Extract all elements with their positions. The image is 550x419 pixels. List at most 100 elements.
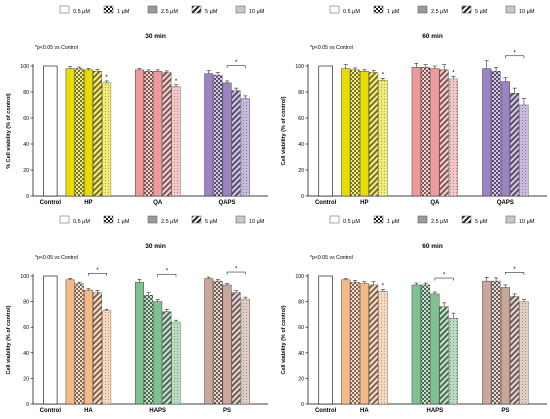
y-tick-label: 40: [23, 142, 29, 148]
legend-swatch-1: [329, 215, 340, 224]
legend-swatch-5: [505, 215, 516, 224]
legend-swatch-5: [235, 5, 246, 14]
legend-label-3: 2.5 µM: [161, 9, 178, 15]
legend-swatch-3: [417, 215, 428, 224]
bar-pattern-hp-2: [75, 68, 84, 196]
bar-pattern-haps-5: [171, 322, 181, 404]
significance-star: *: [166, 269, 169, 275]
bar-ha-1: [341, 279, 351, 405]
bar-pattern-ha-2: [75, 283, 84, 404]
legend-label-5: 10 µM: [519, 9, 535, 15]
legend-swatch-3: [147, 215, 158, 224]
chart-panel-3: 0.5 µM 1 µM 2.5 µM 5 µM 10 µM 30 min *p<0.05 v…: [6, 215, 268, 414]
bar-pattern-qa-5: [171, 86, 181, 196]
bar-ha-1: [65, 279, 75, 405]
y-axis-label: Cell viability (% of control): [281, 305, 287, 374]
bar-qa-3: [153, 70, 163, 197]
bar-qaps-3: [222, 82, 232, 197]
bar-hp-3: [83, 69, 93, 197]
bar-pattern-qaps-5: [241, 98, 250, 196]
x-tick-label-control: Control: [40, 408, 62, 414]
bar-pattern-ps-5: [241, 299, 250, 404]
y-tick-label: 0: [26, 194, 29, 200]
bar-qa-1: [411, 67, 421, 197]
y-tick-label: 100: [20, 274, 29, 280]
x-tick-label-haps: HAPS: [427, 408, 444, 414]
y-tick-label: 20: [298, 376, 304, 382]
bar-control: [43, 65, 58, 197]
bar-qaps-3: [500, 81, 510, 197]
bar-qaps-1: [204, 73, 214, 197]
bar-pattern-haps-2: [144, 295, 153, 404]
bar-hp-1: [65, 68, 75, 197]
legend-label-2: 1 µM: [117, 9, 130, 15]
y-tick-label: 80: [23, 300, 29, 306]
significance-star: *: [452, 70, 455, 76]
bar-pattern-hp-2: [350, 69, 360, 196]
legend-label-2: 1 µM: [387, 9, 400, 15]
bar-pattern-hp-5: [102, 82, 111, 196]
bar-haps-1: [135, 282, 144, 405]
bar-ha-3: [83, 289, 93, 405]
legend-label-4: 5 µM: [475, 9, 488, 15]
y-tick-label: 60: [298, 325, 304, 331]
bar-haps-3: [430, 293, 440, 405]
significance-note: *p<0.05 vs Control: [35, 255, 78, 261]
significance-star: *: [382, 283, 385, 289]
chart-panel-1: 0.5 µM 1 µM 2.5 µM 5 µM 10 µM 30 min *p<0.05 v…: [6, 5, 268, 206]
y-tick-label: 100: [295, 64, 304, 70]
y-tick-label: 20: [23, 376, 29, 382]
bar-pattern-hp-4: [93, 71, 102, 196]
bar-qaps-1: [482, 68, 492, 197]
chart-title: 60 min: [422, 243, 443, 250]
legend-label-4: 5 µM: [205, 219, 218, 225]
bar-pattern-ha-5: [102, 310, 111, 404]
y-tick-label: 60: [298, 116, 304, 122]
bar-pattern-qaps-4: [510, 93, 519, 196]
x-tick-label-qa: QA: [430, 200, 440, 206]
y-tick-label: 60: [23, 116, 29, 122]
y-tick-label: 20: [298, 168, 304, 174]
y-tick-label: 60: [23, 325, 29, 331]
x-tick-label-ps: PS: [501, 408, 509, 414]
legend-label-1: 0.5 µM: [73, 219, 90, 225]
x-tick-label-hp: HP: [84, 200, 92, 206]
bar-pattern-haps-5: [449, 318, 458, 404]
legend-swatch-4: [191, 215, 202, 224]
legend-swatch-2: [103, 5, 114, 14]
legend-swatch-2: [373, 215, 384, 224]
bar-pattern-hp-5: [378, 80, 388, 196]
bar-pattern-haps-4: [439, 306, 449, 404]
bar-control: [43, 275, 58, 405]
bar-ps-1: [482, 280, 492, 405]
legend-swatch-2: [373, 5, 384, 14]
chart-title: 30 min: [145, 243, 166, 250]
bar-pattern-qa-2: [421, 67, 430, 196]
bar-hp-3: [359, 70, 369, 197]
bar-pattern-ps-4: [231, 292, 241, 404]
significance-star: *: [513, 267, 516, 273]
significance-star: *: [235, 60, 238, 66]
x-tick-label-ha: HA: [84, 408, 93, 414]
bar-pattern-ps-2: [213, 281, 223, 404]
bar-pattern-ha-4: [93, 292, 102, 404]
legend-swatch-4: [191, 5, 202, 14]
chart-panel-4: 0.5 µM 1 µM 2.5 µM 5 µM 10 µM 60 min *p<0.05 v…: [281, 215, 547, 414]
legend-label-1: 0.5 µM: [343, 9, 360, 15]
x-tick-label-hp: HP: [360, 200, 368, 206]
bar-pattern-qa-4: [439, 69, 449, 196]
bar-ps-1: [204, 278, 214, 405]
y-tick-label: 40: [23, 351, 29, 357]
y-tick-label: 100: [20, 64, 29, 70]
x-tick-label-ha: HA: [360, 408, 369, 414]
significance-star: *: [443, 273, 446, 279]
y-tick-label: 80: [298, 90, 304, 96]
bar-pattern-haps-4: [162, 311, 172, 404]
y-axis-label: Cell viability (% of control): [6, 305, 12, 374]
bar-pattern-qaps-2: [491, 71, 501, 196]
legend-label-5: 10 µM: [519, 219, 535, 225]
bar-haps-3: [153, 301, 163, 405]
significance-star: *: [382, 72, 385, 78]
legend-label-3: 2.5 µM: [161, 219, 178, 225]
